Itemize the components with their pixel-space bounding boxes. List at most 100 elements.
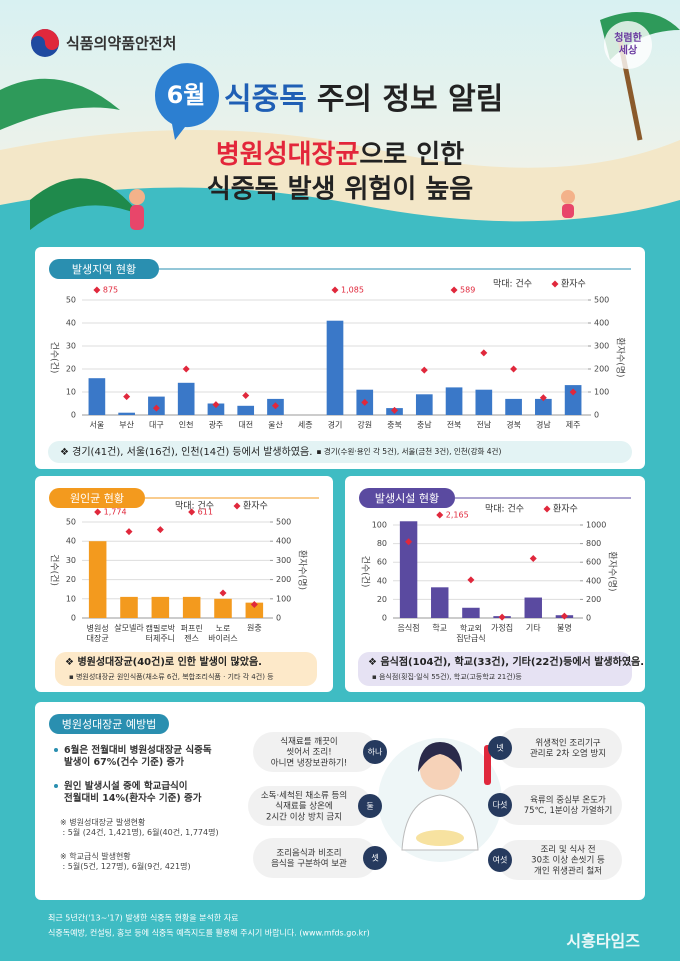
text-line: : 5월(5건, 127명), 6월(9건, 421명) xyxy=(60,861,191,871)
legend-marker xyxy=(543,505,551,513)
text-line: 발생이 67%(건수 기준) 증가 xyxy=(64,755,184,767)
step-badge xyxy=(358,794,382,818)
bar xyxy=(431,587,449,618)
title: 식중독 주의 정보 알림 xyxy=(224,82,503,117)
y2-tick-label: 200 xyxy=(594,365,609,374)
marker xyxy=(331,286,339,294)
y2-axis-title: 환자수(명) xyxy=(615,337,627,377)
note: ❖ 음식점(104건), 학교(33건), 기타(22건)등에서 발생하였음. xyxy=(368,655,644,668)
legend-label: 막대: 건수 xyxy=(485,504,524,515)
x-tick-label: 충북 xyxy=(387,421,402,430)
x-tick-label: 충남 xyxy=(417,421,432,430)
x-tick-label: 살모넬라 xyxy=(114,624,144,633)
bar xyxy=(524,597,542,618)
y2-tick-label: 500 xyxy=(276,518,291,527)
subtitle-rest: 으로 인한 xyxy=(359,140,464,170)
text-line: 터제주니 xyxy=(146,633,175,643)
bar xyxy=(151,596,170,618)
note: ※ 병원성대장균 발생현황 : 5월 (24건, 1,421명), 6월(40건… xyxy=(60,817,219,837)
x-tick-label: 경남 xyxy=(536,420,551,430)
subtitle-line2: 식중독 발생 위험이 높음 xyxy=(207,175,473,205)
y2-tick-label: 400 xyxy=(586,576,601,585)
marker xyxy=(539,394,547,402)
point: 원인 발생시설 중에 학교급식이 전월대비 14%(환자수 기준) 증가 xyxy=(64,780,202,804)
y-tick-label: 50 xyxy=(66,518,76,527)
bar xyxy=(182,596,201,618)
y2-tick-label: 300 xyxy=(276,556,291,565)
bar xyxy=(207,403,225,415)
legend-label: 환자수 xyxy=(561,278,586,290)
step-box xyxy=(498,728,622,768)
step-badge xyxy=(363,846,387,870)
x-tick-label: 노로 바이러스 xyxy=(208,624,237,643)
x-tick-label: 세종 xyxy=(298,421,313,430)
text-line: 세상 xyxy=(619,44,638,57)
text-line: 젠스 xyxy=(184,634,199,643)
note-box xyxy=(358,652,632,686)
bar xyxy=(564,385,582,415)
y2-tick-label: 0 xyxy=(594,411,599,420)
bar xyxy=(505,398,522,415)
legend-label: 환자수 xyxy=(243,500,268,512)
y-tick-label: 20 xyxy=(66,575,76,584)
x-tick-label: 불명 xyxy=(557,623,572,633)
marker xyxy=(560,612,568,620)
y2-tick-label: 100 xyxy=(594,388,609,397)
bar xyxy=(88,378,106,415)
sea xyxy=(0,187,680,240)
x-tick-label: 기타 xyxy=(526,624,541,633)
y2-tick-label: 400 xyxy=(276,537,291,546)
y2-tick-label: 800 xyxy=(586,539,601,548)
marker xyxy=(436,511,444,519)
bar xyxy=(118,412,135,415)
badge xyxy=(604,21,652,69)
text-line: 집단급식 xyxy=(456,633,485,643)
y-tick-label: 30 xyxy=(66,342,76,351)
panel-tag xyxy=(49,488,145,508)
panel-title: 병원성대장균 예방법 xyxy=(62,718,157,731)
x-tick-label: 경기 xyxy=(328,420,343,430)
legend-marker xyxy=(551,280,559,288)
step-num: 하나 xyxy=(368,747,383,757)
text-line: 바이러스 xyxy=(208,633,237,643)
y-tick-label: 60 xyxy=(377,558,387,567)
x-tick-label: 경북 xyxy=(506,420,521,430)
text-line: 병원성 xyxy=(87,624,109,633)
subnote: ▪ 음식점(횟집·일식 55건), 학교(고등학교 21건)등 xyxy=(372,672,522,681)
badge-text: 청렴한 세상 xyxy=(614,31,642,57)
text-line: 원인 발생시설 중에 학교급식이 xyxy=(64,780,188,792)
x-tick-label: 광주 xyxy=(209,420,224,430)
data-label: 875 xyxy=(103,286,118,295)
x-tick-label: 학교 xyxy=(432,623,447,633)
y2-tick-label: 200 xyxy=(276,575,291,584)
title-main: 식중독 xyxy=(224,82,307,117)
y2-tick-label: 0 xyxy=(276,614,281,623)
text-line: ※ 병원성대장균 발생현황 xyxy=(60,817,146,827)
y-tick-label: 20 xyxy=(66,365,76,374)
marker xyxy=(480,349,488,357)
step-box xyxy=(498,840,622,880)
panel-title: 발생지역 현황 xyxy=(72,263,136,276)
y-tick-label: 10 xyxy=(66,388,76,397)
palm-leaf xyxy=(30,178,140,230)
step-badge xyxy=(488,736,512,760)
note: ※ 학교급식 발생현황 : 5월(5건, 127명), 6월(9건, 421명) xyxy=(60,851,191,871)
data-label: 589 xyxy=(460,286,475,295)
note-sub: ▪ 경기(수원·용인 각 5건), 서울(금천 3건), 인천(강화 4건) xyxy=(316,446,501,456)
marker xyxy=(420,366,428,374)
marker xyxy=(529,554,537,562)
subnote: ▪ 병원성대장균 원인식품(채소류 6건, 복합조리식품 · 기타 각 4건) … xyxy=(69,672,274,681)
text-line: 육류의 중심부 온도가 xyxy=(530,794,606,805)
x-tick-label: 원충 xyxy=(247,624,262,633)
note-main: ❖ 경기(41건), 서울(16건), 인천(14건) 등에서 발생하였음. xyxy=(60,445,312,458)
marker xyxy=(450,286,458,294)
marker xyxy=(271,402,279,410)
step-text: 조리음식과 비조리 음식을 구분하여 보관 xyxy=(271,848,347,869)
text-line: 식재료를 상온에 xyxy=(275,800,332,811)
x-tick-label: 대전 xyxy=(238,420,253,430)
legend-marker xyxy=(233,502,241,510)
title-month: 6월 xyxy=(167,81,206,109)
y-tick-label: 40 xyxy=(66,537,76,546)
subtitle: 병원성대장균으로 인한 xyxy=(216,140,464,170)
bar xyxy=(214,598,232,618)
